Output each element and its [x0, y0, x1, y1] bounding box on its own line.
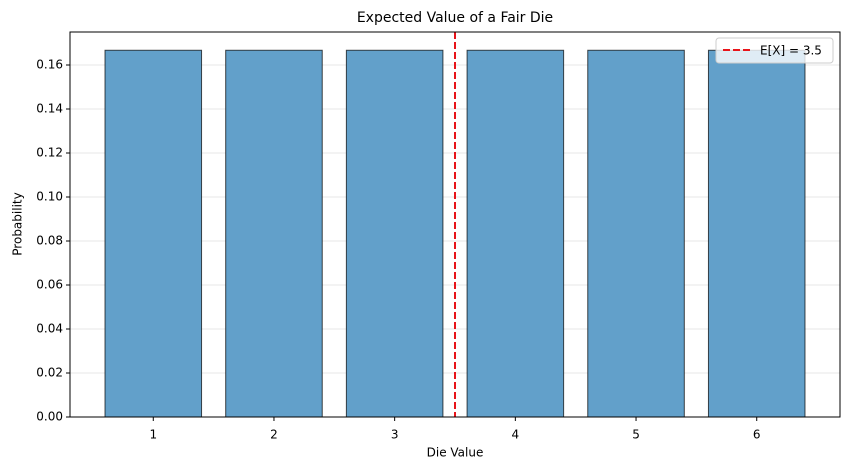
x-tick-label: 1: [149, 428, 157, 442]
y-tick-label: 0.00: [36, 410, 63, 424]
y-tick-label: 0.08: [36, 234, 63, 248]
y-tick-label: 0.02: [36, 366, 63, 380]
x-tick-label: 3: [391, 428, 399, 442]
x-tick-label: 2: [270, 428, 278, 442]
y-tick-label: 0.04: [36, 322, 63, 336]
y-tick-label: 0.14: [36, 102, 63, 116]
bar: [345, 49, 444, 418]
bar: [466, 49, 565, 418]
y-axis-label: Probability: [11, 192, 25, 255]
bar: [587, 49, 685, 418]
y-tick-label: 0.06: [36, 278, 63, 292]
y-tick-label: 0.10: [36, 190, 63, 204]
legend-box: [715, 37, 834, 64]
x-tick-label: 6: [753, 428, 761, 442]
legend-label: E[X] = 3.5: [760, 44, 822, 58]
chart-title: Expected Value of a Fair Die: [357, 10, 553, 26]
x-tick-label: 4: [512, 428, 520, 442]
y-tick-label: 0.16: [36, 58, 63, 72]
bar: [225, 49, 323, 418]
axes-frame: [69, 31, 841, 418]
bar: [104, 49, 203, 418]
x-axis-label: Die Value: [427, 446, 484, 460]
x-tick-label: 5: [632, 428, 640, 442]
y-tick-label: 0.12: [36, 146, 63, 160]
bar: [707, 49, 806, 418]
